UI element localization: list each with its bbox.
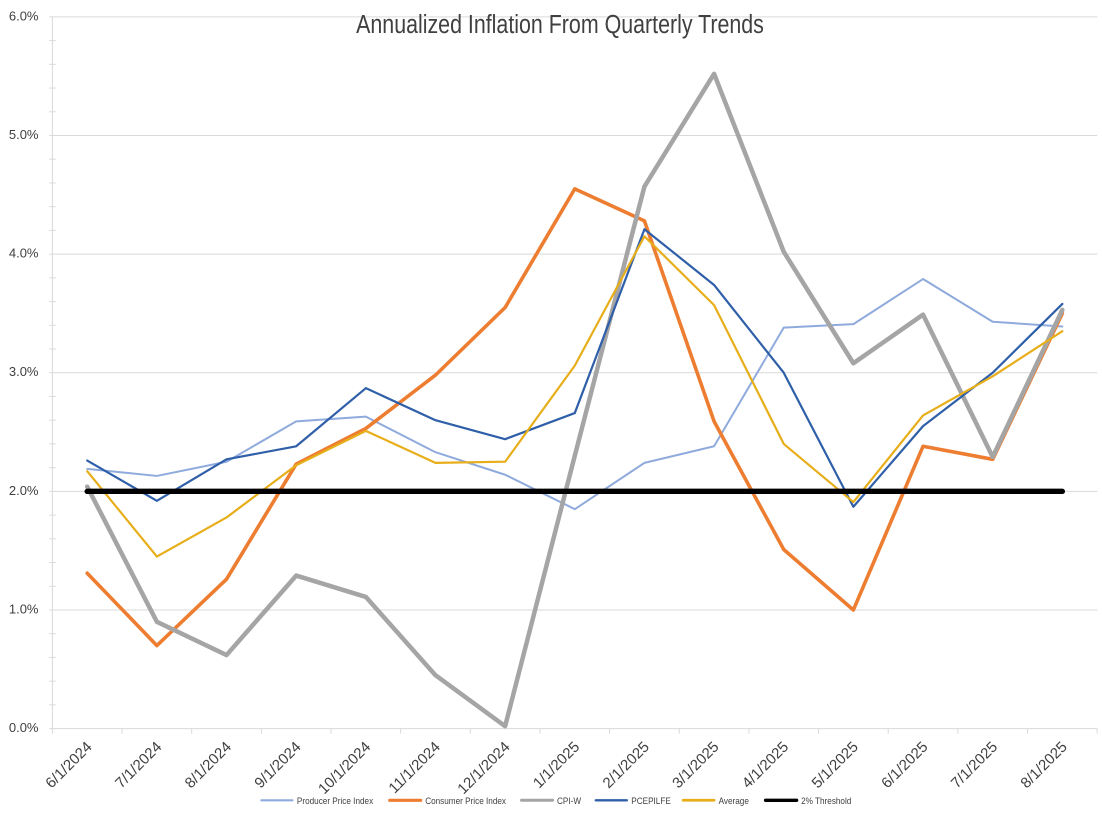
- svg-text:CPI-W: CPI-W: [557, 795, 582, 806]
- svg-text:Consumer Price Index: Consumer Price Index: [425, 795, 506, 806]
- svg-text:Average: Average: [719, 795, 749, 806]
- svg-text:6.0%: 6.0%: [9, 8, 39, 23]
- svg-text:0.0%: 0.0%: [9, 720, 39, 735]
- svg-text:1.0%: 1.0%: [9, 601, 39, 616]
- svg-text:PCEPILFE: PCEPILFE: [631, 795, 671, 806]
- svg-text:Annualized Inflation From Quar: Annualized Inflation From Quarterly Tren…: [356, 10, 764, 39]
- svg-text:4.0%: 4.0%: [9, 246, 39, 261]
- svg-text:2% Threshold: 2% Threshold: [801, 795, 851, 806]
- svg-text:2.0%: 2.0%: [9, 483, 39, 498]
- svg-text:Producer Price Index: Producer Price Index: [297, 795, 374, 806]
- svg-text:3.0%: 3.0%: [9, 364, 39, 379]
- svg-text:5.0%: 5.0%: [9, 127, 39, 142]
